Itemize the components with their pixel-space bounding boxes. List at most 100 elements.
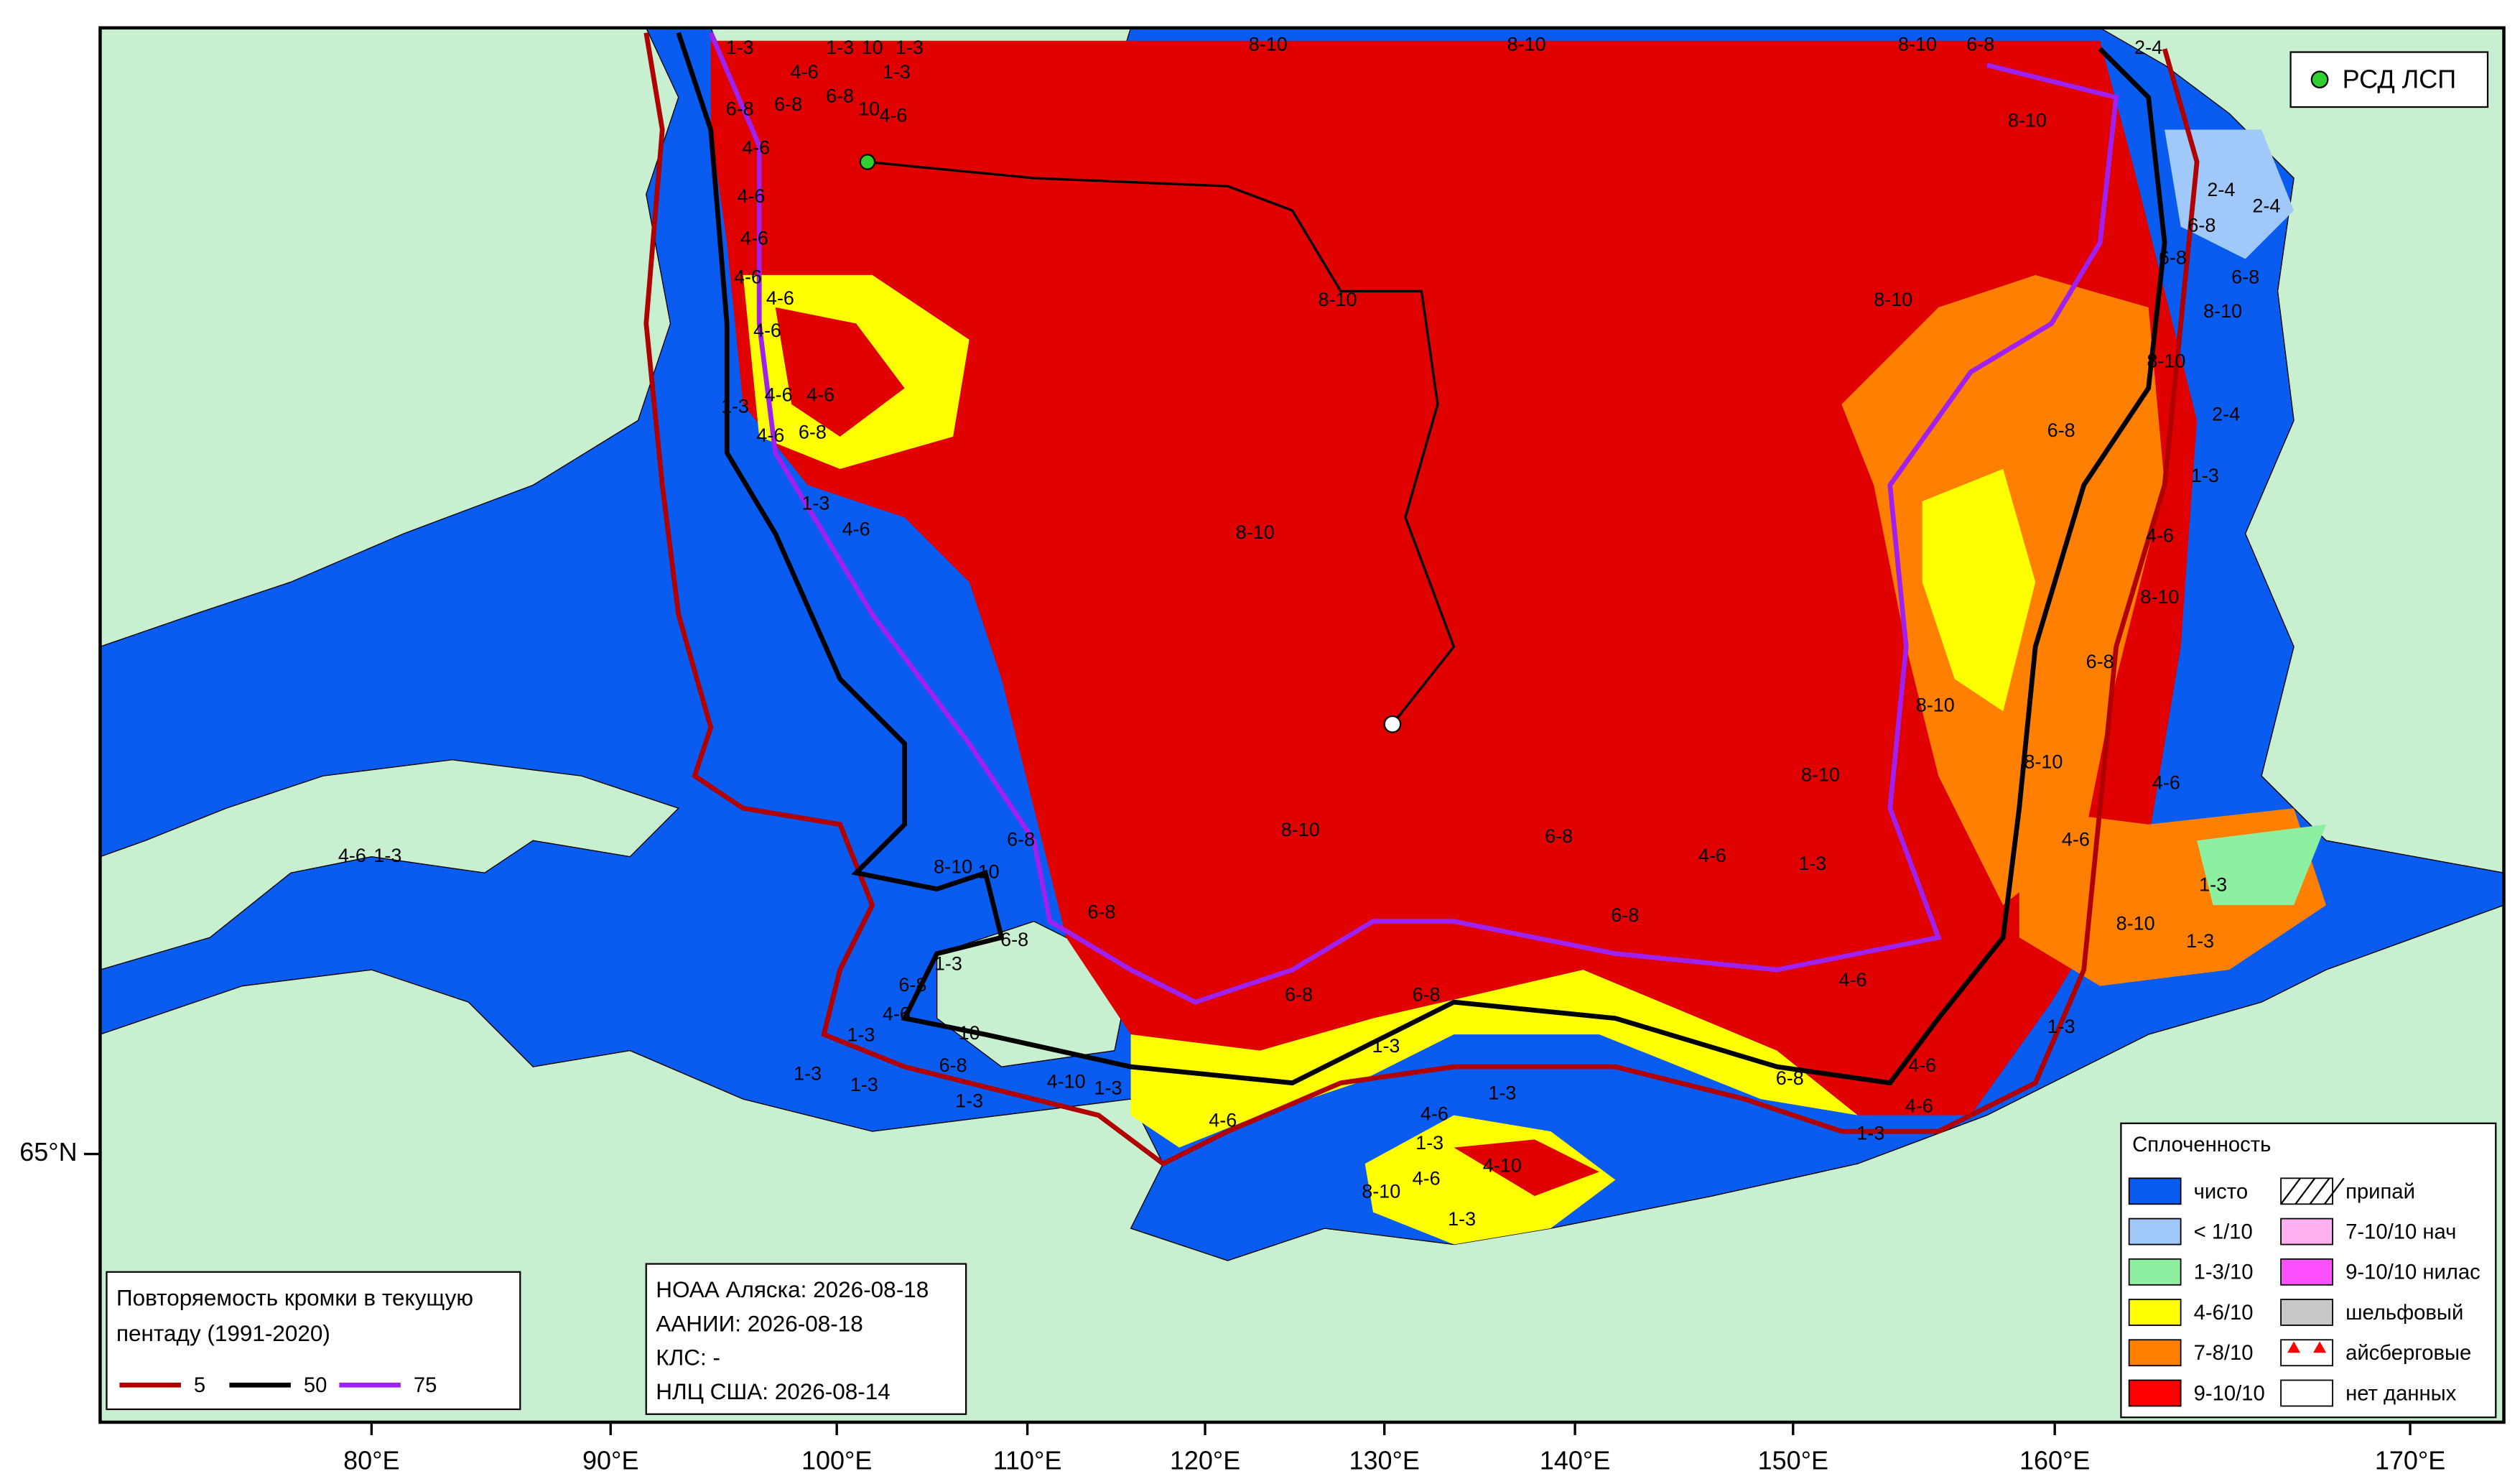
legend-swatch [2128, 1218, 2182, 1246]
ice-label: 1-3 [801, 492, 829, 514]
ice-label: 1-3 [1094, 1077, 1122, 1099]
legend-label: 1-3/10 [2194, 1261, 2254, 1284]
ice-label: 6-8 [1966, 34, 1994, 55]
ice-4-6 [1130, 970, 1858, 1148]
hatch [2309, 1177, 2330, 1205]
ice-label: 8-10 [934, 856, 972, 878]
legend-swatch [2280, 1177, 2333, 1205]
ice-label: 6-8 [1088, 901, 1116, 923]
legend-label: < 1/10 [2194, 1221, 2253, 1244]
ice-label: 4-10 [1483, 1155, 1522, 1177]
ice-label: 1-3 [721, 396, 749, 417]
legend-label: 75 [414, 1374, 437, 1397]
ice-label: 4-6 [1839, 969, 1867, 991]
legend-swatch [2280, 1379, 2333, 1407]
legend-label: припай [2345, 1180, 2415, 1203]
concentration-legend: Сплоченность чисто < 1/10 1-3/10 4-6/10 7-8/… [2120, 1122, 2497, 1419]
lon-label: 140°E [1540, 1446, 1610, 1475]
ice-label: 10 [959, 1022, 980, 1044]
map-frame [98, 26, 2506, 1424]
ice-1-3 [2197, 824, 2327, 906]
legend-title: Сплоченность [2132, 1133, 2271, 1156]
ice-label: 6-8 [1545, 825, 1573, 847]
sources-frame [645, 1263, 967, 1415]
ice-label: 4-6 [1698, 845, 1726, 866]
lon-label: 120°E [1170, 1446, 1240, 1475]
ice-label: 4-6 [734, 266, 762, 288]
ice-label: 8-10 [2147, 351, 2185, 372]
legend-label: 9-10/10 [2194, 1382, 2265, 1405]
ice-label: 4-6 [2062, 828, 2090, 850]
edge-lines [643, 32, 2200, 1167]
ice-label: 6-8 [1000, 929, 1028, 950]
lon-label: 80°E [343, 1446, 399, 1475]
ice [710, 40, 2327, 1245]
lon-label: 90°E [582, 1446, 638, 1475]
ice-label: 1-3 [726, 37, 754, 58]
ice-label: 4-6 [883, 1003, 911, 1024]
ice-label: 8-10 [2008, 109, 2047, 131]
ice-4-6 [1364, 1115, 1616, 1245]
legend-label: 7-8/10 [2194, 1342, 2254, 1365]
ice-label: 6-8 [1413, 983, 1441, 1005]
ice-label: 1-3 [1372, 1035, 1400, 1057]
legend-label: чисто [2194, 1180, 2249, 1203]
legend-label: РСД ЛСП [2343, 65, 2457, 94]
ice-label: 2-4 [2207, 179, 2235, 200]
lon-label: 170°E [2375, 1446, 2445, 1475]
ice-label: 4-6 [2152, 772, 2180, 794]
ice-label: 1-3 [2186, 930, 2214, 952]
ice-label: 6-8 [2187, 215, 2216, 236]
ice-label: 6-8 [898, 974, 926, 996]
legend-title: Повторяемость кромки в текущую [116, 1284, 473, 1310]
legend-label: 50 [304, 1374, 327, 1397]
ice-label: 1-3 [1488, 1082, 1516, 1103]
ice-label: 4-6 [791, 61, 819, 83]
ice-9-10 [1454, 1139, 1599, 1197]
ice-label: 6-8 [1007, 828, 1035, 850]
ice-label: 10 [978, 861, 1000, 882]
ice-label: 8-10 [1236, 521, 1275, 543]
ice-label: 1-3 [850, 1074, 878, 1095]
sources-box: НОАА Аляска: 2026-08-18 ААНИИ: 2026-08-18… [645, 1263, 967, 1415]
source-line: НОАА Аляска: 2026-08-18 [656, 1276, 929, 1302]
ice-label: 1-3 [2199, 873, 2227, 895]
station-legend: РСД ЛСП [2289, 51, 2489, 108]
ice-label: 6-8 [2159, 247, 2187, 269]
legend-swatch [2280, 1258, 2333, 1286]
ice-label: 4-6 [1421, 1103, 1449, 1125]
ice-label: 1-3 [1856, 1123, 1884, 1144]
ice-label: 1-3 [955, 1090, 983, 1112]
ice-label: 2-4 [2212, 404, 2240, 425]
ice-9-10 [775, 307, 905, 437]
source-line: КЛС: - [656, 1345, 720, 1371]
legend-swatch [2128, 1299, 2182, 1326]
ice-label: 1-3 [826, 37, 854, 58]
hatch [2323, 1177, 2345, 1205]
ice-label: 8-10 [1801, 764, 1840, 785]
ice-label: 10 [862, 37, 883, 58]
lon-label: 130°E [1349, 1446, 1420, 1475]
ice-label: 6-8 [2231, 266, 2259, 288]
ice-label: 4-6 [842, 518, 870, 539]
ice-4-6 [1922, 468, 2036, 712]
ice-label: 4-6 [765, 384, 793, 406]
ice-label: 4-6 [740, 228, 768, 249]
ice-label: 10 [858, 98, 880, 120]
ice-label: 6-8 [1776, 1067, 1804, 1089]
ice-label: 1-3 [847, 1024, 875, 1046]
ice-label: 4-6 [879, 105, 907, 126]
ice-label: 8-10 [1362, 1181, 1400, 1202]
ice-label: 2-4 [2134, 37, 2162, 58]
ice-label: 4-6 [1905, 1095, 1933, 1116]
ice-label: 1-3 [2047, 1016, 2075, 1037]
ice-label: 4-10 [1047, 1071, 1086, 1093]
ice-9-10 [710, 40, 2198, 1116]
ice-labels: 1-3 1-3 10 1-34-6 1-36-8 6-8 6-810 4-64-64-64-6… [338, 34, 2281, 1230]
ice-label: 1-3 [794, 1062, 822, 1084]
ice-label: 8-10 [1874, 289, 1912, 310]
legend-swatch [2128, 1379, 2182, 1407]
ice-label: 1-3 [883, 61, 911, 83]
legend-label: нет данных [2345, 1382, 2457, 1405]
